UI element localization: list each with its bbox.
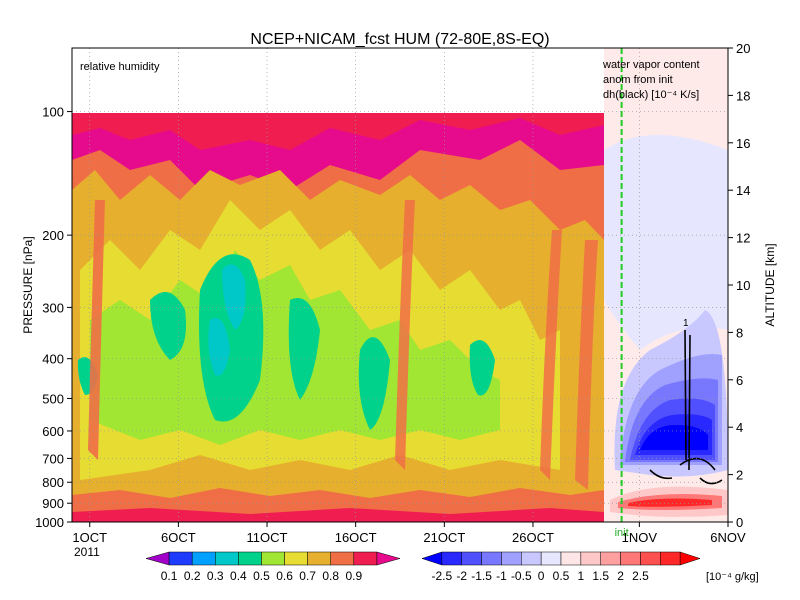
colorbar-swatch bbox=[620, 551, 641, 566]
time-tick-label: 21OCT bbox=[423, 530, 465, 545]
pressure-tick-label: 900 bbox=[42, 496, 64, 511]
colorbar-label: 0.4 bbox=[230, 569, 247, 583]
wv-colorbar: -2.5 -2 -1.5 -1 -0.5 0 0.5 1 1.5 2 2.5 bbox=[421, 551, 701, 583]
altitude-tick-label: 16 bbox=[736, 136, 750, 151]
colorbar-label: -1 bbox=[496, 569, 507, 583]
colorbar-label: 1.5 bbox=[592, 569, 609, 583]
colorbar-swatch bbox=[441, 551, 462, 566]
colorbar-label: 0.6 bbox=[276, 569, 293, 583]
colorbar-swatch bbox=[660, 551, 681, 566]
pressure-tick-label: 400 bbox=[42, 352, 64, 367]
colorbar-swatch bbox=[307, 551, 331, 566]
colorbar-swatch bbox=[540, 551, 562, 566]
altitude-axis-label: ALTITUDE [km] bbox=[763, 243, 777, 326]
colorbar-label: 0.7 bbox=[299, 569, 316, 583]
wv-colorbar-unit: [10⁻⁴ g/kg] bbox=[706, 571, 759, 583]
main-panel-label: relative humidity bbox=[80, 61, 160, 73]
pressure-tick-label: 100 bbox=[42, 105, 64, 120]
colorbar-swatch bbox=[481, 551, 502, 566]
pressure-tick-label: 800 bbox=[42, 475, 64, 490]
rh-colorbar: 0.1 0.2 0.3 0.4 0.5 0.6 0.7 0.8 0.9 bbox=[145, 551, 401, 583]
colorbar-label: 0.5 bbox=[253, 569, 270, 583]
init-label: init bbox=[615, 527, 629, 539]
altitude-tick-label: 12 bbox=[736, 231, 750, 246]
right-panel-label-line-1: water vapor content bbox=[602, 59, 700, 71]
pressure-tick-label: 300 bbox=[42, 300, 64, 315]
time-axis: 1OCT 6OCT 11OCT 16OCT 21OCT 26OCT 1NOV 6NOV bbox=[72, 522, 746, 545]
colorbar-swatch bbox=[521, 551, 542, 566]
colorbar-swatch bbox=[679, 551, 701, 566]
time-tick-label: 6OCT bbox=[161, 530, 196, 545]
time-tick-label: 16OCT bbox=[335, 530, 377, 545]
colorbar-label: 0.2 bbox=[184, 569, 201, 583]
colorbar-swatch bbox=[215, 551, 239, 566]
pressure-axis-label: PRESSURE [nPa] bbox=[21, 236, 35, 333]
altitude-tick-label: 10 bbox=[736, 278, 750, 293]
pressure-tick-label: 500 bbox=[42, 391, 64, 406]
colorbar-swatch bbox=[145, 551, 170, 566]
colorbar-label: 0.5 bbox=[553, 569, 570, 583]
right-panel-label-line-2: anom from init bbox=[603, 74, 673, 86]
colorbar-label: 2.5 bbox=[632, 569, 649, 583]
pressure-tick-label: 1000 bbox=[35, 515, 64, 530]
colorbar-label: -1.5 bbox=[471, 569, 492, 583]
time-tick-label: 26OCT bbox=[512, 530, 554, 545]
colorbar-swatch bbox=[168, 551, 193, 566]
colorbar-swatch bbox=[461, 551, 482, 566]
relative-humidity-field bbox=[72, 48, 604, 522]
altitude-axis: 0 2 4 6 8 10 12 14 16 18 20 bbox=[728, 41, 750, 530]
water-vapor-anomaly-field bbox=[604, 48, 728, 522]
colorbar-swatch bbox=[421, 551, 443, 566]
colorbar-swatch bbox=[261, 551, 285, 566]
time-tick-label: 11OCT bbox=[247, 530, 288, 545]
colorbar-label: -2 bbox=[456, 569, 467, 583]
pressure-tick-label: 200 bbox=[42, 228, 64, 243]
altitude-tick-label: 2 bbox=[736, 468, 743, 483]
colorbar-label: -0.5 bbox=[511, 569, 532, 583]
colorbar-swatch bbox=[238, 551, 262, 566]
pressure-tick-label: 700 bbox=[42, 451, 64, 466]
colorbar-label: -2.5 bbox=[432, 569, 453, 583]
colorbar-label: 0.3 bbox=[207, 569, 224, 583]
colorbar-swatch bbox=[330, 551, 355, 566]
pressure-tick-label: 600 bbox=[42, 424, 64, 439]
right-panel-label-line-3: dh(black) [10⁻⁴ K/s] bbox=[603, 89, 699, 101]
time-tick-label: 1NOV bbox=[622, 530, 658, 545]
altitude-tick-label: 6 bbox=[736, 373, 743, 388]
pressure-axis: 100 200 300 400 500 600 700 800 900 1000 bbox=[35, 105, 72, 530]
colorbar-swatch bbox=[353, 551, 378, 566]
colorbar-label: 0.8 bbox=[322, 569, 339, 583]
colorbar-swatch bbox=[284, 551, 308, 566]
colorbar-swatch bbox=[501, 551, 522, 566]
time-tick-label: 6NOV bbox=[710, 530, 746, 545]
contour-label: 1 bbox=[683, 318, 689, 329]
colorbar-swatch bbox=[560, 551, 582, 566]
time-tick-label: 1OCT bbox=[72, 530, 107, 545]
colorbar-swatch bbox=[640, 551, 661, 566]
colorbar-label: 1 bbox=[578, 569, 585, 583]
chart-title: NCEP+NICAM_fcst HUM (72-80E,8S-EQ) bbox=[250, 31, 549, 48]
colorbar-label: 0.1 bbox=[161, 569, 178, 583]
altitude-tick-label: 18 bbox=[736, 88, 750, 103]
colorbar-label: 0 bbox=[538, 569, 545, 583]
altitude-tick-label: 0 bbox=[736, 515, 743, 530]
colorbar-swatch bbox=[600, 551, 621, 566]
altitude-tick-label: 20 bbox=[736, 41, 750, 56]
colorbar-label: 2 bbox=[617, 569, 624, 583]
colorbar-label: 0.9 bbox=[345, 569, 362, 583]
colorbar-swatch bbox=[376, 551, 401, 566]
altitude-tick-label: 4 bbox=[736, 420, 743, 435]
colorbar-swatch bbox=[191, 551, 216, 566]
altitude-tick-label: 14 bbox=[736, 183, 750, 198]
year-label: 2011 bbox=[74, 545, 100, 559]
altitude-tick-label: 8 bbox=[736, 325, 743, 340]
colorbar-swatch bbox=[580, 551, 601, 566]
